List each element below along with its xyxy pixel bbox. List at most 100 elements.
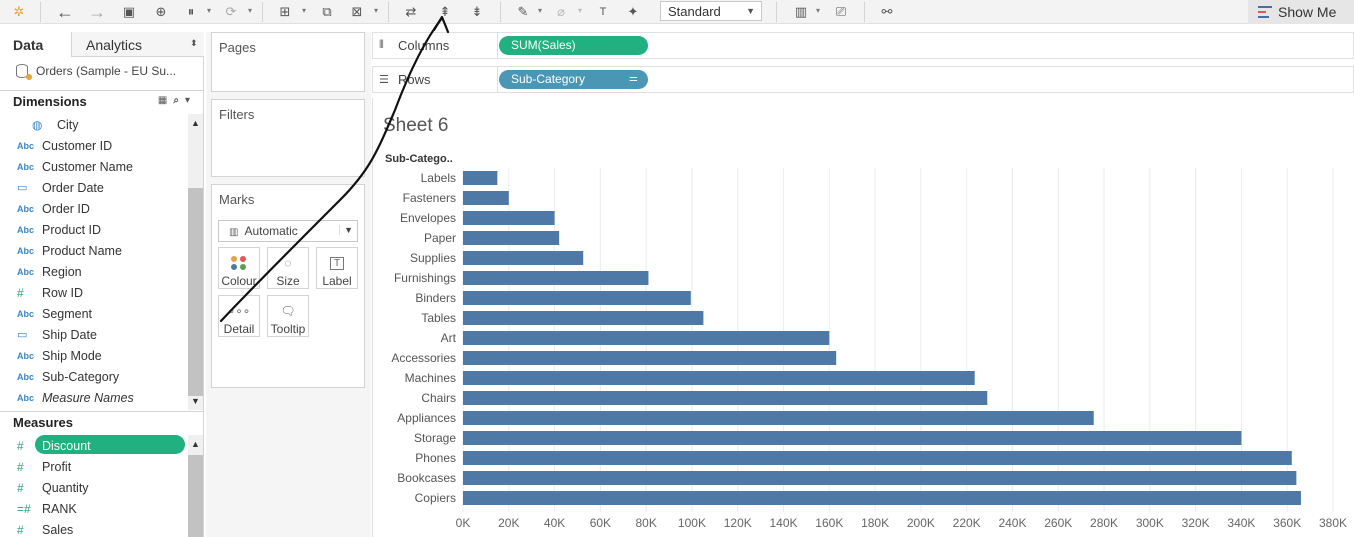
bar[interactable] bbox=[463, 491, 1301, 505]
bar[interactable] bbox=[463, 291, 691, 305]
bar[interactable] bbox=[463, 271, 649, 285]
chevron-down-icon[interactable]: ▾ bbox=[578, 6, 583, 15]
field-label: Segment bbox=[42, 306, 93, 321]
chevron-down-icon[interactable]: ▾ bbox=[248, 6, 253, 15]
share-icon[interactable]: ⚯ bbox=[881, 4, 893, 19]
columns-icon: ⦀ bbox=[379, 39, 384, 51]
filters-card[interactable]: Filters bbox=[211, 99, 365, 177]
toolbar: ✲ ← → ▣ ⊕ ⏸ ▾ ⟳ ▾ ⊞ ▾ ⧉ ⊠ ▾ ⇄ ⇞ ⇟ ✎ ▾ ⌀ … bbox=[0, 0, 1354, 24]
field-customer-name[interactable]: Abc Customer Name bbox=[0, 156, 186, 177]
measures-scrollbar[interactable]: ▲ bbox=[188, 435, 203, 537]
field-sub-category[interactable]: Abc Sub-Category bbox=[0, 366, 186, 387]
bar[interactable] bbox=[463, 191, 509, 205]
bar[interactable] bbox=[463, 171, 498, 185]
bar[interactable] bbox=[463, 391, 988, 405]
bar[interactable] bbox=[463, 431, 1242, 445]
field-sales[interactable]: # Sales bbox=[0, 519, 186, 537]
field-profit[interactable]: # Profit bbox=[0, 456, 186, 477]
bar[interactable] bbox=[463, 331, 830, 345]
category-label: Binders bbox=[415, 291, 456, 305]
field-discount[interactable]: # Discount bbox=[0, 435, 186, 456]
clear-sheet-icon[interactable]: ⊠ bbox=[351, 4, 363, 19]
x-tick-label: 80K bbox=[635, 516, 656, 530]
field-row-id[interactable]: # Row ID bbox=[0, 282, 186, 303]
pages-card[interactable]: Pages bbox=[211, 32, 365, 92]
save-icon[interactable]: ▣ bbox=[122, 4, 136, 19]
field-ship-mode[interactable]: Abc Ship Mode bbox=[0, 345, 186, 366]
scroll-down-icon[interactable]: ▼ bbox=[191, 396, 200, 406]
show-mark-labels-icon[interactable]: T bbox=[599, 6, 607, 18]
swap-rows-columns-icon[interactable]: ⇄ bbox=[405, 4, 417, 19]
fix-axes-pin-icon[interactable]: ✦ bbox=[627, 4, 639, 19]
dimensions-tools[interactable]: ▦⌕▾ bbox=[157, 95, 196, 106]
show-me-button[interactable]: Show Me bbox=[1248, 0, 1354, 24]
tooltip-button[interactable]: 🗨 Tooltip bbox=[267, 295, 309, 337]
presentation-mode-icon[interactable]: ⎚ bbox=[835, 4, 847, 19]
category-label: Supplies bbox=[410, 251, 456, 265]
field-product-name[interactable]: Abc Product Name bbox=[0, 240, 186, 261]
highlight-icon[interactable]: ✎ bbox=[517, 4, 529, 19]
dimensions-scrollbar[interactable]: ▲ ▼ bbox=[188, 114, 203, 410]
field-order-id[interactable]: Abc Order ID bbox=[0, 198, 186, 219]
field-measure-names[interactable]: Abc Measure Names bbox=[0, 387, 186, 408]
duplicate-sheet-icon[interactable]: ⧉ bbox=[322, 4, 332, 19]
undo-icon[interactable]: ← bbox=[56, 1, 74, 22]
chevron-down-icon[interactable]: ▾ bbox=[207, 6, 212, 15]
scroll-thumb[interactable] bbox=[188, 455, 203, 537]
field-product-id[interactable]: Abc Product ID bbox=[0, 219, 186, 240]
bar[interactable] bbox=[463, 451, 1292, 465]
x-tick-label: 300K bbox=[1136, 516, 1164, 530]
colour-button[interactable]: Colour bbox=[218, 247, 260, 289]
columns-pill-sum-sales[interactable]: SUM(Sales) bbox=[499, 36, 648, 55]
sort-ascending-icon[interactable]: ⇞ bbox=[439, 4, 451, 19]
detail-button[interactable]: ∘∘∘ Detail bbox=[218, 295, 260, 337]
datasource-item[interactable]: Orders (Sample - EU Su... bbox=[16, 64, 176, 80]
x-tick-label: 160K bbox=[815, 516, 843, 530]
tableau-logo-icon[interactable]: ✲ bbox=[13, 4, 25, 19]
bar[interactable] bbox=[463, 351, 837, 365]
chevron-down-icon[interactable]: ▾ bbox=[374, 6, 379, 15]
bar[interactable] bbox=[463, 411, 1094, 425]
new-datasource-icon[interactable]: ⊕ bbox=[155, 4, 167, 19]
field-segment[interactable]: Abc Segment bbox=[0, 303, 186, 324]
show-cards-icon[interactable]: ▥ bbox=[794, 4, 808, 19]
redo-icon[interactable]: → bbox=[88, 1, 106, 22]
sort-descending-icon[interactable]: ⇟ bbox=[471, 4, 483, 19]
scroll-up-icon[interactable]: ▲ bbox=[191, 118, 200, 128]
rows-shelf[interactable]: ☰ Rows Sub-Category ⚌ bbox=[372, 66, 1354, 93]
size-button[interactable]: ◌ Size bbox=[267, 247, 309, 289]
refresh-icon[interactable]: ⟳ bbox=[225, 4, 237, 19]
field-customer-id[interactable]: Abc Customer ID bbox=[0, 135, 186, 156]
columns-shelf[interactable]: ⦀ Columns SUM(Sales) bbox=[372, 32, 1354, 59]
string-type-icon: Abc bbox=[17, 350, 35, 361]
bar[interactable] bbox=[463, 231, 560, 245]
field-region[interactable]: Abc Region bbox=[0, 261, 186, 282]
field-ship-date[interactable]: ▭ Ship Date bbox=[0, 324, 186, 345]
bar[interactable] bbox=[463, 371, 975, 385]
mark-type-dropdown[interactable]: ▥ Automatic ▼ bbox=[218, 220, 358, 242]
new-worksheet-icon[interactable]: ⊞ bbox=[279, 4, 291, 19]
field-quantity[interactable]: # Quantity bbox=[0, 477, 186, 498]
pane-menu-icon[interactable]: ⬍ bbox=[190, 38, 198, 48]
pause-updates-icon[interactable]: ⏸ bbox=[187, 4, 195, 19]
bar[interactable] bbox=[463, 251, 584, 265]
scroll-thumb[interactable] bbox=[188, 188, 203, 396]
field-label: Customer ID bbox=[42, 138, 113, 153]
bar[interactable] bbox=[463, 211, 555, 225]
fit-mode-dropdown[interactable]: Standard ▼ bbox=[660, 1, 762, 21]
scroll-up-icon[interactable]: ▲ bbox=[191, 439, 200, 449]
field-rank[interactable]: =# RANK bbox=[0, 498, 186, 519]
bar[interactable] bbox=[463, 471, 1297, 485]
field-city[interactable]: ◍ City bbox=[0, 114, 186, 135]
tab-data[interactable]: Data bbox=[0, 32, 72, 57]
tab-analytics[interactable]: Analytics bbox=[86, 37, 143, 53]
x-tick-label: 20K bbox=[498, 516, 519, 530]
rows-pill-sub-category[interactable]: Sub-Category ⚌ bbox=[499, 70, 648, 89]
group-members-icon[interactable]: ⌀ bbox=[557, 4, 565, 19]
chevron-down-icon[interactable]: ▾ bbox=[816, 6, 821, 15]
field-order-date[interactable]: ▭ Order Date bbox=[0, 177, 186, 198]
chevron-down-icon[interactable]: ▾ bbox=[302, 6, 307, 15]
bar[interactable] bbox=[463, 311, 704, 325]
label-button[interactable]: T Label bbox=[316, 247, 358, 289]
chevron-down-icon[interactable]: ▾ bbox=[538, 6, 543, 15]
